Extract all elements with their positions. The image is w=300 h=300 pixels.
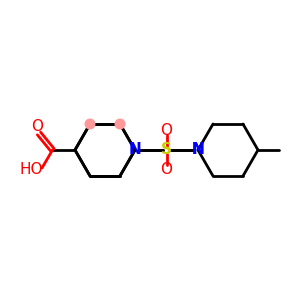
Text: O: O — [160, 123, 172, 138]
Text: O: O — [160, 162, 172, 177]
Circle shape — [115, 119, 125, 129]
Text: HO: HO — [20, 162, 43, 177]
Text: N: N — [129, 142, 141, 158]
Text: N: N — [192, 142, 204, 158]
Text: O: O — [32, 119, 44, 134]
Text: S: S — [161, 142, 172, 158]
Circle shape — [85, 119, 95, 129]
Text: N: N — [192, 142, 204, 158]
